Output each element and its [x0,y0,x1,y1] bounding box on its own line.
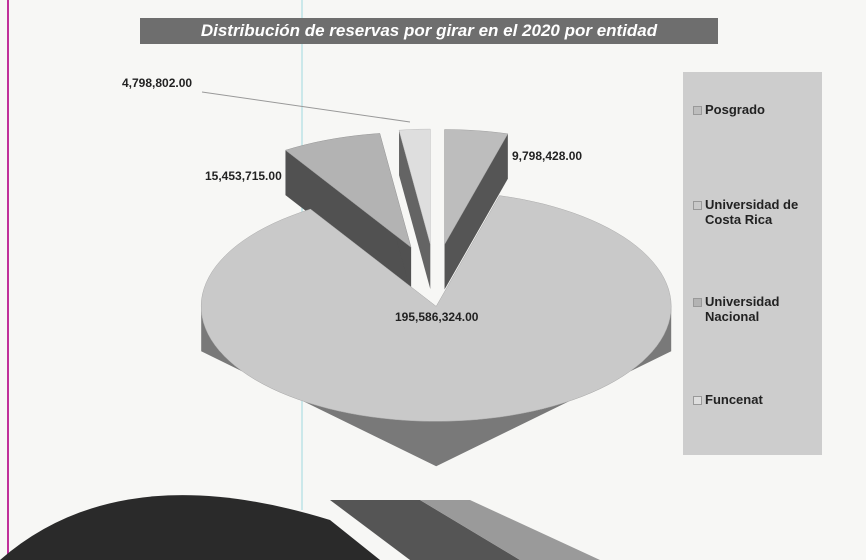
chart-title: Distribución de reservas por girar en el… [140,18,718,44]
legend-item: Universidad de Costa Rica [693,197,818,227]
legend-label: Posgrado [705,102,765,117]
page-decoration [0,495,380,560]
legend: Posgrado Universidad de Costa Rica Univers… [683,72,822,455]
page-decoration [330,500,520,560]
legend-swatch [693,201,702,210]
legend-label: Universidad Nacional [705,294,780,324]
slice-side [201,306,672,467]
data-label: 15,453,715.00 [205,169,282,183]
slice-top [284,133,412,249]
legend-label: Universidad de Costa Rica [705,197,799,227]
legend-swatch [693,298,702,307]
legend-item: Funcenat [693,392,818,407]
legend-swatch [693,106,702,115]
legend-label: Funcenat [705,392,763,407]
pie-slice [398,128,431,290]
data-label: 195,586,324.00 [395,310,479,324]
slice-top [200,195,672,422]
legend-item: Universidad Nacional [693,294,818,324]
legend-swatch [693,396,702,405]
pie-slice [444,129,509,290]
legend-item: Posgrado [693,102,818,117]
pie-slice [284,133,412,293]
slice-wall [399,130,431,290]
pie-slice [200,195,672,467]
pie [200,128,672,467]
data-label: 4,798,802.00 [122,76,192,90]
slice-top [398,128,431,245]
slice-wall [285,150,412,293]
leader-line [201,91,411,123]
slice-top [444,129,509,246]
page-decoration [420,500,600,560]
data-label: 9,798,428.00 [512,149,582,163]
slice-wall [444,133,508,290]
